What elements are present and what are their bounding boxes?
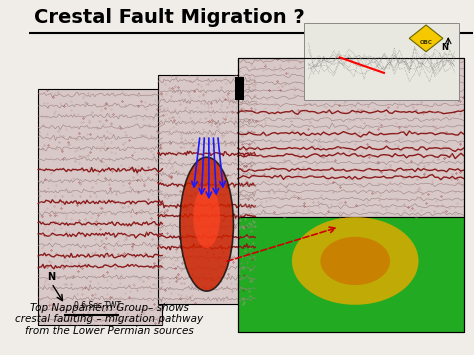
Text: Crestal Fault Migration ?: Crestal Fault Migration ? xyxy=(34,8,304,27)
Bar xyxy=(236,77,244,100)
Bar xyxy=(237,217,464,333)
PathPatch shape xyxy=(292,217,419,305)
Bar xyxy=(237,58,464,217)
Text: Top Nappamerri Group– shows
crestal faulting – migration pathway
from the Lower : Top Nappamerri Group– shows crestal faul… xyxy=(15,302,203,336)
Text: OBC: OBC xyxy=(419,40,432,45)
PathPatch shape xyxy=(320,237,390,285)
Bar xyxy=(304,22,459,100)
Text: 0.6 Sec TWT: 0.6 Sec TWT xyxy=(73,301,121,310)
Bar xyxy=(38,89,162,326)
Bar xyxy=(237,58,464,333)
Ellipse shape xyxy=(193,186,220,248)
Polygon shape xyxy=(409,25,443,52)
Text: N: N xyxy=(442,43,448,51)
Ellipse shape xyxy=(180,157,234,291)
Bar xyxy=(158,75,255,304)
Text: N: N xyxy=(47,272,55,282)
